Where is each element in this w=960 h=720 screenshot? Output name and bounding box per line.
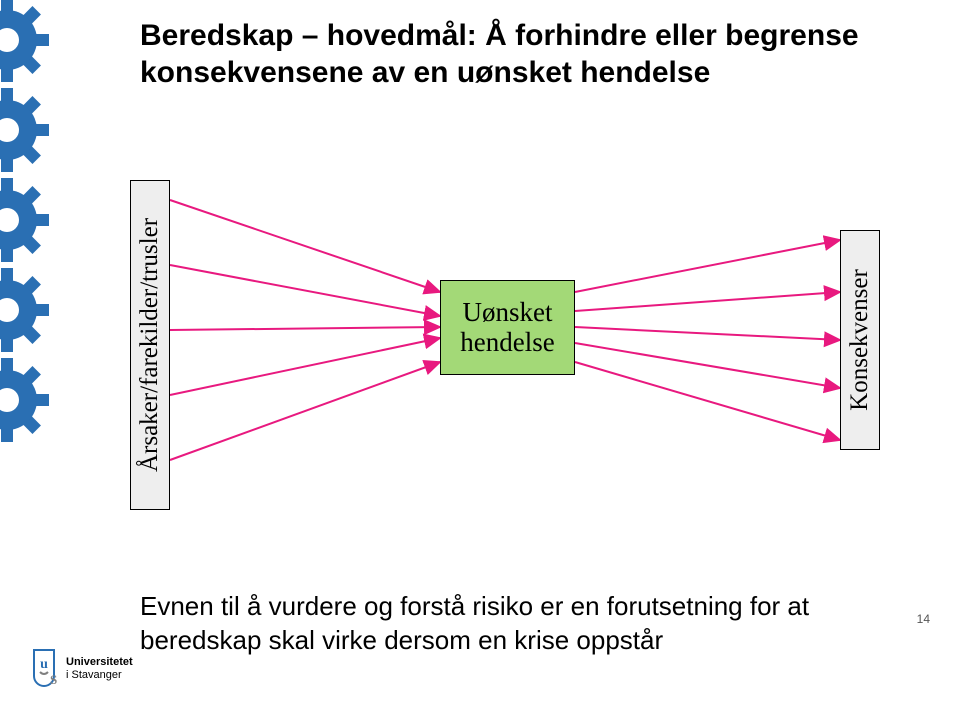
bowtie-diagram: Årsaker/farekilder/trusler Konsekvenser … <box>70 170 890 550</box>
gear-strip-svg <box>0 0 60 720</box>
event-box: Uønsket hendelse <box>440 280 575 375</box>
logo-line2: i Stavanger <box>66 669 133 682</box>
consequences-label: Konsekvenser <box>846 269 874 411</box>
bottom-text: Evnen til å vurdere og forstå risiko er … <box>140 590 930 658</box>
causes-box: Årsaker/farekilder/trusler <box>130 180 170 510</box>
gear-column <box>0 0 49 442</box>
bottom-text-content: Evnen til å vurdere og forstå risiko er … <box>140 591 809 655</box>
svg-text:S: S <box>50 672 57 687</box>
logo-mark: u S <box>30 648 58 690</box>
event-line1: Uønsket <box>463 298 553 328</box>
university-logo: u S Universitetet i Stavanger <box>30 648 133 690</box>
event-line2: hendelse <box>460 328 554 358</box>
logo-line1: Universitetet <box>66 656 133 669</box>
svg-text:u: u <box>40 657 48 672</box>
slide: Beredskap – hovedmål: Å forhindre eller … <box>0 0 960 720</box>
consequences-box: Konsekvenser <box>840 230 880 450</box>
gear-strip <box>0 0 60 720</box>
page-number: 14 <box>917 612 930 626</box>
slide-title: Beredskap – hovedmål: Å forhindre eller … <box>140 18 920 91</box>
causes-label: Årsaker/farekilder/trusler <box>136 218 164 472</box>
slide-title-text: Beredskap – hovedmål: Å forhindre eller … <box>140 19 859 89</box>
logo-text: Universitetet i Stavanger <box>66 656 133 681</box>
